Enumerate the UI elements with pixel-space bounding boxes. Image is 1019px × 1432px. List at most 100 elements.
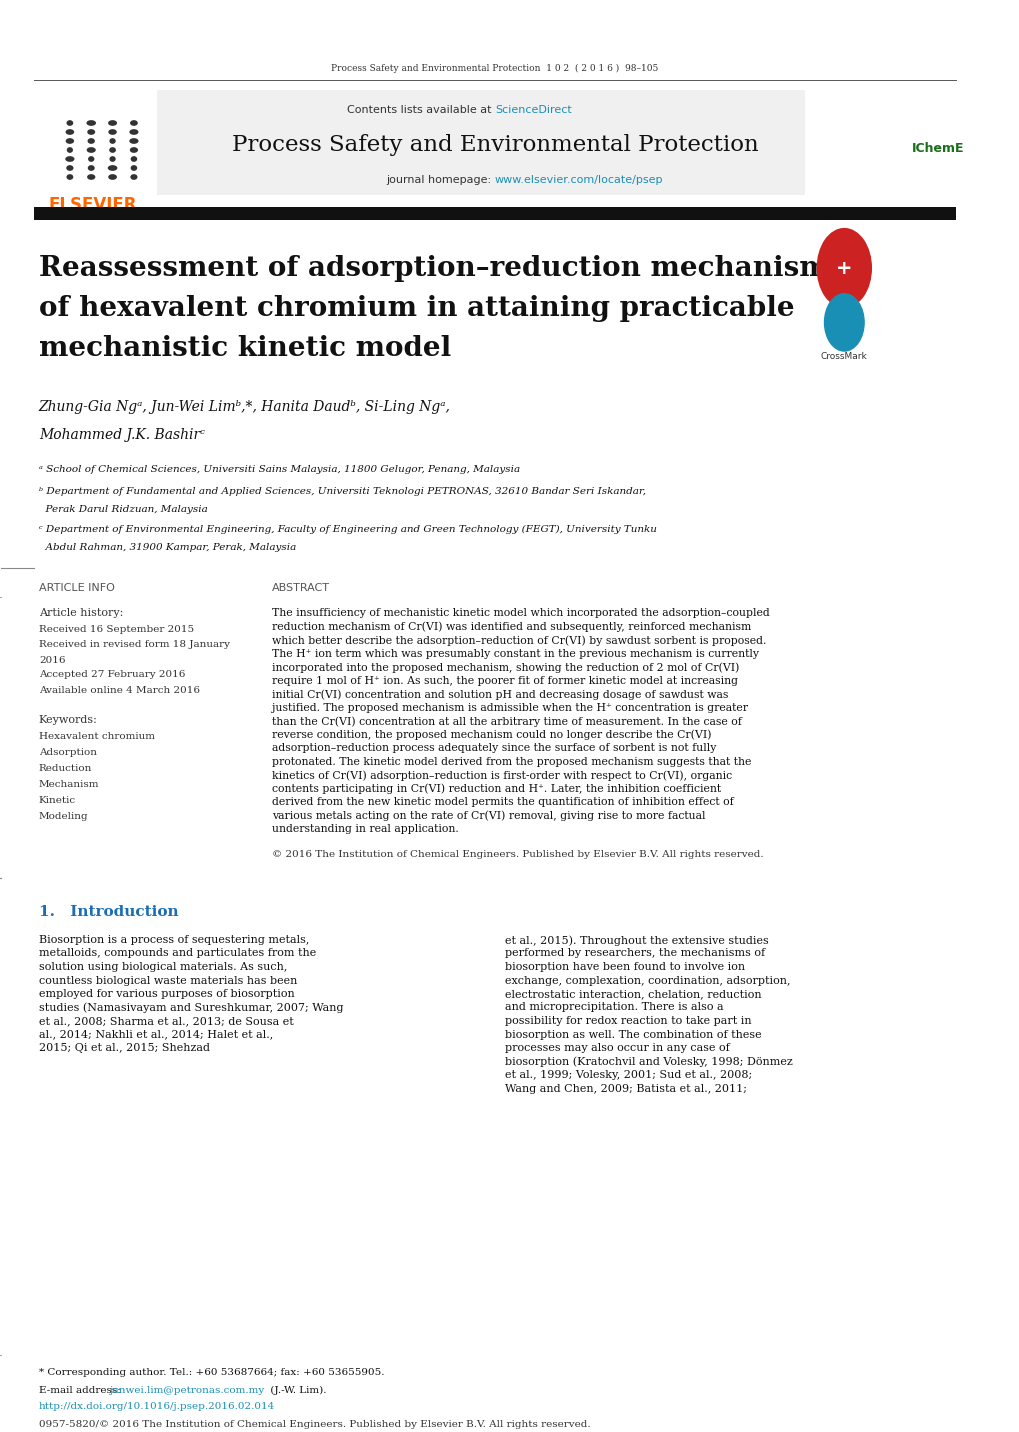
Ellipse shape bbox=[129, 175, 139, 180]
Ellipse shape bbox=[66, 147, 73, 153]
Text: Received 16 September 2015: Received 16 September 2015 bbox=[39, 624, 194, 634]
Text: solution using biological materials. As such,: solution using biological materials. As … bbox=[39, 962, 287, 972]
Bar bbox=[157, 90, 805, 195]
Text: which better describe the adsorption–reduction of Cr(VI) by sawdust sorbent is p: which better describe the adsorption–red… bbox=[271, 634, 765, 646]
Text: electrostatic interaction, chelation, reduction: electrostatic interaction, chelation, re… bbox=[504, 990, 760, 1000]
Text: Keywords:: Keywords: bbox=[39, 715, 98, 725]
Text: +: + bbox=[836, 259, 852, 278]
Text: Mechanism: Mechanism bbox=[39, 780, 99, 789]
Ellipse shape bbox=[88, 175, 95, 180]
Ellipse shape bbox=[108, 165, 117, 170]
Text: (J.-W. Lim).: (J.-W. Lim). bbox=[267, 1386, 326, 1395]
Ellipse shape bbox=[129, 147, 138, 153]
Text: Contents lists available at: Contents lists available at bbox=[346, 105, 494, 115]
Text: biosorption as well. The combination of these: biosorption as well. The combination of … bbox=[504, 1030, 760, 1040]
Text: of hexavalent chromium in attaining practicable: of hexavalent chromium in attaining prac… bbox=[39, 295, 794, 322]
Ellipse shape bbox=[66, 175, 73, 180]
Text: contents participating in Cr(VI) reduction and H⁺. Later, the inhibition coeffic: contents participating in Cr(VI) reducti… bbox=[271, 783, 720, 795]
Text: employed for various purposes of biosorption: employed for various purposes of biosorp… bbox=[39, 990, 294, 1000]
Text: al., 2014; Nakhli et al., 2014; Halet et al.,: al., 2014; Nakhli et al., 2014; Halet et… bbox=[39, 1030, 273, 1040]
Text: IChemE: IChemE bbox=[911, 142, 964, 155]
Ellipse shape bbox=[65, 165, 74, 170]
Text: Available online 4 March 2016: Available online 4 March 2016 bbox=[39, 686, 200, 695]
Text: Perak Darul Ridzuan, Malaysia: Perak Darul Ridzuan, Malaysia bbox=[39, 505, 207, 514]
Ellipse shape bbox=[88, 156, 95, 162]
Text: Process Safety and Environmental Protection: Process Safety and Environmental Protect… bbox=[231, 135, 757, 156]
Ellipse shape bbox=[108, 156, 116, 162]
Text: Wang and Chen, 2009; Batista et al., 2011;: Wang and Chen, 2009; Batista et al., 201… bbox=[504, 1084, 746, 1094]
Text: Abdul Rahman, 31900 Kampar, Perak, Malaysia: Abdul Rahman, 31900 Kampar, Perak, Malay… bbox=[39, 543, 296, 551]
Text: protonated. The kinetic model derived from the proposed mechanism suggests that : protonated. The kinetic model derived fr… bbox=[271, 756, 750, 766]
Text: ᵃ School of Chemical Sciences, Universiti Sains Malaysia, 11800 Gelugor, Penang,: ᵃ School of Chemical Sciences, Universit… bbox=[39, 465, 520, 474]
Text: reverse condition, the proposed mechanism could no longer describe the Cr(VI): reverse condition, the proposed mechanis… bbox=[271, 729, 710, 740]
Text: 0957-5820/© 2016 The Institution of Chemical Engineers. Published by Elsevier B.: 0957-5820/© 2016 The Institution of Chem… bbox=[39, 1421, 590, 1429]
Ellipse shape bbox=[87, 147, 96, 153]
Ellipse shape bbox=[66, 137, 73, 143]
Ellipse shape bbox=[130, 129, 138, 135]
Text: ABSTRACT: ABSTRACT bbox=[271, 583, 329, 593]
Text: © 2016 The Institution of Chemical Engineers. Published by Elsevier B.V. All rig: © 2016 The Institution of Chemical Engin… bbox=[271, 851, 762, 859]
Text: http://dx.doi.org/10.1016/j.psep.2016.02.014: http://dx.doi.org/10.1016/j.psep.2016.02… bbox=[39, 1402, 275, 1411]
Ellipse shape bbox=[88, 120, 95, 126]
Text: incorporated into the proposed mechanism, showing the reduction of 2 mol of Cr(V: incorporated into the proposed mechanism… bbox=[271, 662, 739, 673]
Text: Received in revised form 18 January: Received in revised form 18 January bbox=[39, 640, 229, 649]
Text: Mohammed J.K. Bashirᶜ: Mohammed J.K. Bashirᶜ bbox=[39, 428, 205, 442]
Text: 2016: 2016 bbox=[39, 656, 65, 664]
Text: www.elsevier.com/locate/psep: www.elsevier.com/locate/psep bbox=[494, 175, 662, 185]
Text: 2015; Qi et al., 2015; Shehzad: 2015; Qi et al., 2015; Shehzad bbox=[39, 1042, 210, 1053]
Text: initial Cr(VI) concentration and solution pH and decreasing dosage of sawdust wa: initial Cr(VI) concentration and solutio… bbox=[271, 689, 728, 700]
Text: Modeling: Modeling bbox=[39, 812, 89, 821]
Ellipse shape bbox=[129, 156, 139, 162]
Text: journal homepage:: journal homepage: bbox=[386, 175, 494, 185]
Text: ARTICLE INFO: ARTICLE INFO bbox=[39, 583, 114, 593]
Text: derived from the new kinetic model permits the quantification of inhibition effe: derived from the new kinetic model permi… bbox=[271, 798, 733, 808]
Text: Zhung-Gia Ngᵃ, Jun-Wei Limᵇ,*, Hanita Daudᵇ, Si-Ling Ngᵃ,: Zhung-Gia Ngᵃ, Jun-Wei Limᵇ,*, Hanita Da… bbox=[39, 400, 450, 414]
Ellipse shape bbox=[129, 165, 139, 170]
Bar bbox=[34, 208, 955, 221]
Text: mechanistic kinetic model: mechanistic kinetic model bbox=[39, 335, 450, 362]
Text: junwei.lim@petronas.com.my: junwei.lim@petronas.com.my bbox=[109, 1386, 264, 1395]
Ellipse shape bbox=[87, 165, 96, 170]
Text: than the Cr(VI) concentration at all the arbitrary time of measurement. In the c: than the Cr(VI) concentration at all the… bbox=[271, 716, 741, 726]
Text: Accepted 27 February 2016: Accepted 27 February 2016 bbox=[39, 670, 185, 679]
Text: performed by researchers, the mechanisms of: performed by researchers, the mechanisms… bbox=[504, 948, 764, 958]
Text: Process Safety and Environmental Protection  1 0 2  ( 2 0 1 6 )  98–105: Process Safety and Environmental Protect… bbox=[331, 63, 658, 73]
Text: ᵇ Department of Fundamental and Applied Sciences, Universiti Teknologi PETRONAS,: ᵇ Department of Fundamental and Applied … bbox=[39, 487, 645, 495]
Ellipse shape bbox=[65, 129, 74, 135]
Text: * Corresponding author. Tel.: +60 53687664; fax: +60 53655905.: * Corresponding author. Tel.: +60 536876… bbox=[39, 1368, 384, 1378]
Text: Adsorption: Adsorption bbox=[39, 748, 97, 758]
Text: countless biological waste materials has been: countless biological waste materials has… bbox=[39, 975, 297, 985]
Text: Kinetic: Kinetic bbox=[39, 796, 75, 805]
Text: et al., 1999; Volesky, 2001; Sud et al., 2008;: et al., 1999; Volesky, 2001; Sud et al.,… bbox=[504, 1070, 751, 1080]
Text: justified. The proposed mechanism is admissible when the H⁺ concentration is gre: justified. The proposed mechanism is adm… bbox=[271, 703, 747, 713]
Text: reduction mechanism of Cr(VI) was identified and subsequently, reinforced mechan: reduction mechanism of Cr(VI) was identi… bbox=[271, 621, 750, 632]
Text: adsorption–reduction process adequately since the surface of sorbent is not full: adsorption–reduction process adequately … bbox=[271, 743, 715, 753]
Text: ELSEVIER: ELSEVIER bbox=[49, 196, 138, 213]
Text: kinetics of Cr(VI) adsorption–reduction is first-order with respect to Cr(VI), o: kinetics of Cr(VI) adsorption–reduction … bbox=[271, 770, 732, 780]
Circle shape bbox=[816, 228, 871, 308]
Text: possibility for redox reaction to take part in: possibility for redox reaction to take p… bbox=[504, 1015, 751, 1025]
Ellipse shape bbox=[87, 129, 95, 135]
Text: ScienceDirect: ScienceDirect bbox=[494, 105, 571, 115]
Text: et al., 2015). Throughout the extensive studies: et al., 2015). Throughout the extensive … bbox=[504, 935, 767, 945]
Text: Reduction: Reduction bbox=[39, 765, 92, 773]
Ellipse shape bbox=[108, 147, 116, 153]
Ellipse shape bbox=[109, 175, 115, 180]
Text: exchange, complexation, coordination, adsorption,: exchange, complexation, coordination, ad… bbox=[504, 975, 790, 985]
Ellipse shape bbox=[65, 120, 74, 126]
Ellipse shape bbox=[66, 156, 73, 162]
Text: The H⁺ ion term which was presumably constant in the previous mechanism is curre: The H⁺ ion term which was presumably con… bbox=[271, 649, 758, 659]
Ellipse shape bbox=[87, 137, 95, 143]
Text: various metals acting on the rate of Cr(VI) removal, giving rise to more factual: various metals acting on the rate of Cr(… bbox=[271, 811, 704, 821]
Text: et al., 2008; Sharma et al., 2013; de Sousa et: et al., 2008; Sharma et al., 2013; de So… bbox=[39, 1015, 293, 1025]
Circle shape bbox=[823, 294, 863, 351]
Text: Article history:: Article history: bbox=[39, 609, 123, 619]
Text: studies (Namasivayam and Sureshkumar, 2007; Wang: studies (Namasivayam and Sureshkumar, 20… bbox=[39, 1002, 343, 1012]
Text: CrossMark: CrossMark bbox=[820, 352, 867, 361]
Ellipse shape bbox=[109, 137, 116, 143]
Text: ᶜ Department of Environmental Engineering, Faculty of Engineering and Green Tech: ᶜ Department of Environmental Engineerin… bbox=[39, 526, 656, 534]
Text: Biosorption is a process of sequestering metals,: Biosorption is a process of sequestering… bbox=[39, 935, 309, 945]
Text: E-mail address:: E-mail address: bbox=[39, 1386, 123, 1395]
Text: processes may also occur in any case of: processes may also occur in any case of bbox=[504, 1042, 729, 1053]
Ellipse shape bbox=[109, 129, 116, 135]
